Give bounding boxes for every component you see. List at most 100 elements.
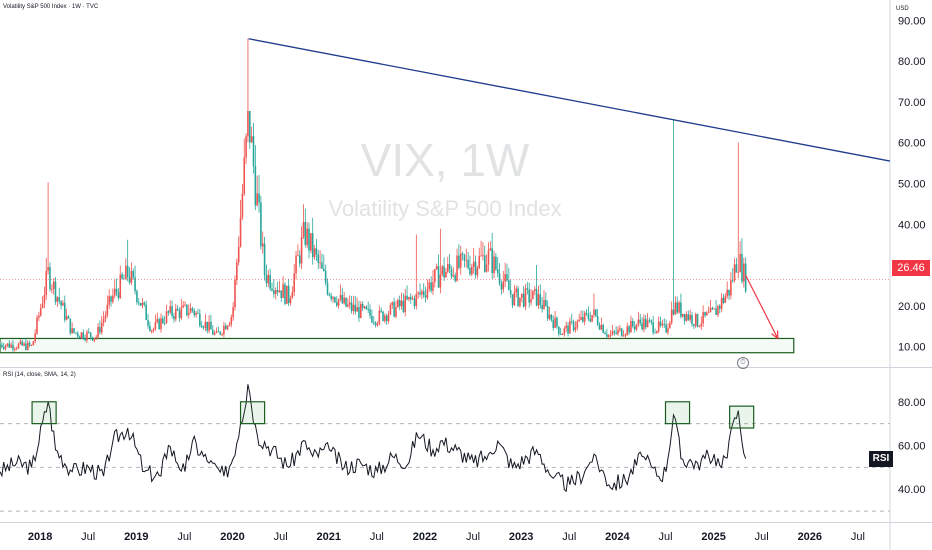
candle-body: [650, 320, 653, 323]
candle-body: [465, 259, 468, 261]
candle-body: [372, 322, 375, 324]
candle-body: [681, 313, 684, 317]
candle-body: [15, 348, 18, 350]
candle-body: [663, 323, 666, 325]
candle-body: [376, 323, 379, 326]
candle-body: [78, 336, 81, 338]
rsi-overbought-box: [31, 401, 57, 425]
candle-body: [330, 295, 333, 300]
candle-body: [245, 136, 247, 158]
candle-body: [339, 295, 342, 300]
candle-body: [615, 332, 617, 334]
candle-body: [459, 253, 462, 268]
candle-body: [171, 306, 173, 317]
candle-body: [51, 288, 53, 290]
candle-body: [367, 309, 370, 311]
candle-body: [160, 318, 162, 330]
candle-body: [480, 255, 482, 257]
candle-body: [694, 314, 697, 326]
candle-body: [304, 222, 307, 245]
candle-body: [474, 261, 477, 276]
candle-body: [65, 316, 68, 320]
candle-body: [428, 282, 431, 290]
descending-trendline: [248, 38, 891, 162]
candle-body: [550, 314, 553, 321]
rsi-line: [0, 384, 747, 493]
candle-body: [450, 269, 453, 277]
candle-body: [334, 297, 336, 303]
candle-body: [187, 313, 190, 316]
price-tick-label: 20.00: [898, 301, 926, 313]
candle-body: [199, 313, 201, 326]
candle-body: [0, 344, 1, 346]
candle-body: [487, 250, 490, 265]
candle-body: [489, 248, 492, 251]
candle-body: [683, 313, 686, 321]
candle-body: [104, 315, 107, 320]
candle-body: [559, 333, 562, 335]
rsi-tick-label: 80.00: [898, 397, 926, 409]
candle-body: [260, 202, 262, 247]
candle-body: [115, 288, 118, 293]
time-tick-label: Jul: [466, 531, 480, 543]
candle-body: [387, 314, 390, 322]
candle-body: [361, 303, 364, 308]
candle-body: [689, 314, 691, 320]
candle-body: [707, 312, 710, 314]
candle-body: [409, 296, 412, 300]
candle-body: [195, 312, 197, 316]
candle-body: [669, 323, 671, 329]
candle-body: [733, 264, 736, 281]
candle-body: [147, 320, 149, 326]
candle-body: [415, 293, 418, 306]
candle-body: [731, 280, 734, 282]
candle-body: [28, 342, 31, 346]
watermark-symbol: VIX, 1W: [360, 134, 530, 186]
candle-body: [724, 296, 727, 303]
candle-body: [97, 326, 99, 338]
candle-body: [191, 308, 194, 311]
candle-body: [715, 308, 717, 315]
candle-body: [439, 274, 442, 288]
candle-body: [134, 277, 136, 292]
candle-body: [221, 334, 223, 336]
candle-body: [569, 321, 571, 334]
candle-body: [596, 316, 599, 325]
candle-body: [556, 317, 558, 327]
candle-body: [374, 322, 377, 326]
candle-body: [223, 325, 225, 335]
alert-clock-icon[interactable]: ⏱: [737, 357, 749, 369]
symbol-header: Volatility S&P 500 Index · 1W · TVC: [3, 4, 99, 10]
candle-body: [4, 345, 7, 349]
candle-body: [1, 344, 3, 348]
time-tick-label: 2019: [124, 531, 148, 543]
candle-body: [76, 333, 79, 337]
candle-body: [713, 308, 716, 310]
forecast-arrow: [745, 274, 779, 339]
candle-body: [348, 302, 351, 305]
price-tick-label: 90.00: [898, 15, 926, 27]
candle-body: [123, 278, 125, 280]
candle-body: [472, 261, 475, 267]
candle-body: [321, 262, 323, 269]
candle-body: [36, 317, 38, 334]
candle-body: [117, 292, 120, 299]
candle-body: [504, 274, 506, 282]
candle-body: [306, 228, 308, 245]
time-tick-label: Jul: [370, 531, 384, 543]
candle-body: [532, 290, 534, 300]
candle-body: [493, 256, 495, 274]
candle-body: [226, 326, 229, 330]
candle-body: [162, 318, 164, 323]
candle-body: [648, 320, 651, 322]
candle-body: [206, 321, 209, 331]
candle-body: [12, 344, 14, 350]
rsi-overbought-box: [664, 401, 691, 425]
candle-body: [106, 304, 109, 316]
candle-body: [58, 297, 61, 302]
candle-body: [456, 255, 458, 281]
candle-body: [741, 254, 743, 282]
candle-body: [369, 309, 371, 316]
candle-body: [698, 326, 701, 328]
